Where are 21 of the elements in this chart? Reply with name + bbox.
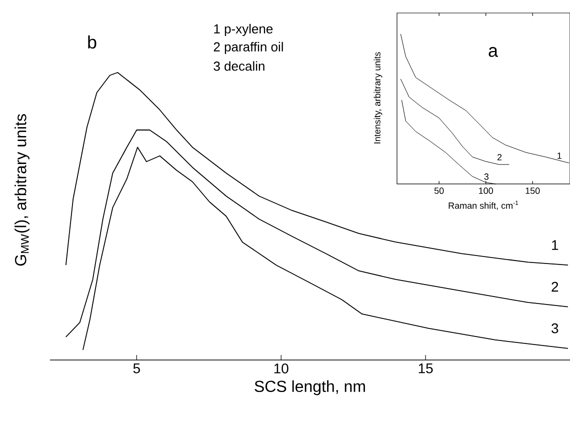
y-axis-title: G$_{MW}$(l), arbitrary units: [14, 114, 30, 266]
series-label: 2: [497, 154, 502, 160]
x-tick-label: 5: [133, 364, 140, 374]
text: 2 paraffin oil: [214, 42, 283, 54]
legend-label: 3: [484, 173, 489, 180]
series-label: 3: [552, 323, 558, 334]
text: b: [88, 35, 96, 49]
x-tick-label: 50: [434, 188, 444, 194]
x-tick-label: 150: [526, 188, 540, 194]
x-tick-label: 10: [274, 364, 288, 374]
series-label: 1: [552, 240, 558, 250]
annotation: a: [488, 47, 498, 57]
x-axis-title: SCS length, nm: [254, 380, 365, 396]
x-axis-title: Raman shift, cm$^{-1}$: [448, 200, 518, 210]
text: 3 decalin: [214, 61, 264, 71]
text: 1 p-xylene: [214, 24, 273, 36]
series-label: 1: [558, 152, 562, 159]
x-tick-label: 100: [479, 188, 493, 194]
x-tick-label: 15: [418, 364, 433, 374]
y-axis-title: Intensity, arbitrary units: [374, 52, 382, 144]
series-label: 2: [552, 282, 558, 292]
